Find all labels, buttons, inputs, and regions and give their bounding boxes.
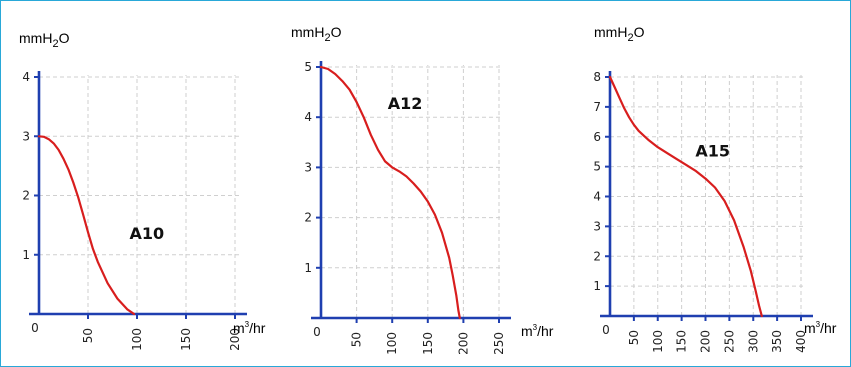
x-axis-label: m3/hr <box>804 320 837 336</box>
y-tick-label: 6 <box>593 130 601 144</box>
x-axis-label: m3/hr <box>233 320 266 336</box>
y-tick-label: 4 <box>22 70 30 84</box>
series-line-a15 <box>608 75 763 318</box>
series-line-a10 <box>37 135 136 316</box>
series-label-a12: A12 <box>388 94 423 113</box>
x-tick-label: 250 <box>722 330 736 353</box>
x-tick-label: 350 <box>770 330 784 353</box>
x-tick-label: 250 <box>492 332 506 355</box>
x-tick-label: 50 <box>350 332 364 347</box>
x-tick-label: 150 <box>675 330 689 353</box>
series-label-a15: A15 <box>695 142 730 161</box>
x-tick-label: 200 <box>699 330 713 353</box>
x-tick-label: 200 <box>228 328 242 351</box>
x-axis-label: m3/hr <box>521 323 554 339</box>
y-tick-label: 1 <box>22 248 30 262</box>
x-tick-label: 100 <box>651 330 665 353</box>
x-tick-label: 150 <box>179 328 193 351</box>
y-tick-label: 3 <box>22 129 30 143</box>
y-tick-label: 4 <box>593 190 601 204</box>
x-tick-label: 100 <box>130 328 144 351</box>
y-axis-label: mmH2O <box>594 24 645 44</box>
x-tick-label: 300 <box>746 330 760 353</box>
x-tick-label: 400 <box>794 330 808 353</box>
y-tick-label: 5 <box>593 160 601 174</box>
y-tick-label: 7 <box>593 100 601 114</box>
y-tick-label: 2 <box>22 189 30 203</box>
x-tick-label: 0 <box>313 325 321 339</box>
x-tick-label: 100 <box>385 332 399 355</box>
y-tick-label: 2 <box>593 249 601 263</box>
y-axis-label: mmH2O <box>19 30 70 50</box>
x-tick-label: 200 <box>456 332 470 355</box>
series-label-a10: A10 <box>129 224 164 243</box>
chart-panel-1: 1 2 3 4 0 50 100 150 200 mmH2O m3/hr A10 <box>19 30 266 351</box>
y-tick-label: 1 <box>304 261 312 275</box>
y-tick-label: 4 <box>304 110 312 124</box>
y-axis-label: mmH2O <box>291 24 342 44</box>
x-tick-label: 0 <box>602 323 610 337</box>
x-tick-label: 50 <box>627 330 641 345</box>
y-tick-label: 1 <box>593 279 601 293</box>
x-tick-label: 0 <box>31 321 39 335</box>
x-tick-label: 150 <box>421 332 435 355</box>
y-tick-label: 8 <box>593 70 601 84</box>
y-tick-label: 5 <box>304 60 312 74</box>
y-tick-label: 2 <box>304 211 312 225</box>
chart-panel-3: 1 2 3 4 5 6 7 8 0 50 100 150 200 250 300 350 400 mmH2O m3/… <box>593 24 836 353</box>
y-tick-label: 3 <box>304 160 312 174</box>
series-line-a12 <box>319 65 461 320</box>
y-tick-label: 3 <box>593 219 601 233</box>
x-tick-label: 50 <box>81 328 95 343</box>
